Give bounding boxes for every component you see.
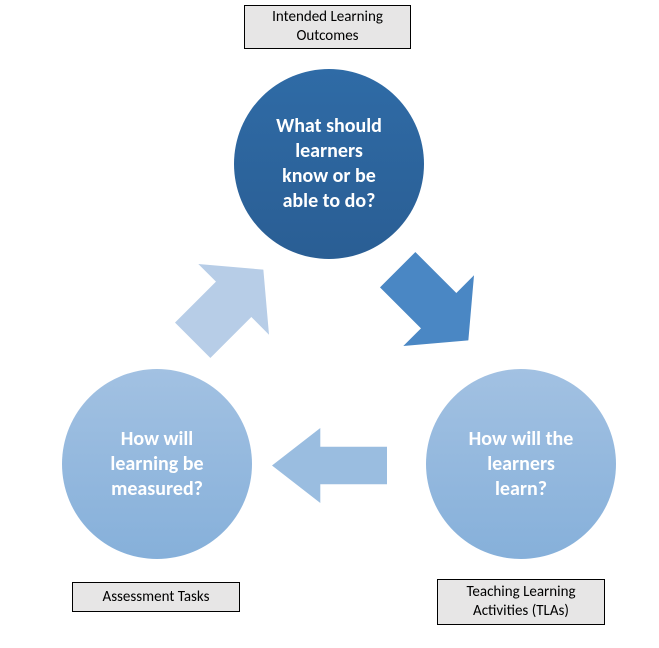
arrow-activities-to-assessment (272, 428, 387, 503)
circle-intended-outcomes: What shouldlearnersknow or beable to do? (234, 69, 424, 259)
label-intended-learning-outcomes: Intended LearningOutcomes (244, 5, 411, 49)
label-teaching-learning-activities: Teaching LearningActivities (TLAs) (437, 579, 605, 625)
arrow-outcomes-to-activities (362, 234, 503, 375)
label-assessment-tasks: Assessment Tasks (72, 582, 240, 612)
circle-teaching-activities: How will thelearnerslearn? (426, 369, 616, 559)
arrow-assessment-to-outcomes (157, 234, 298, 375)
circle-assessment-tasks: How willlearning bemeasured? (62, 369, 252, 559)
